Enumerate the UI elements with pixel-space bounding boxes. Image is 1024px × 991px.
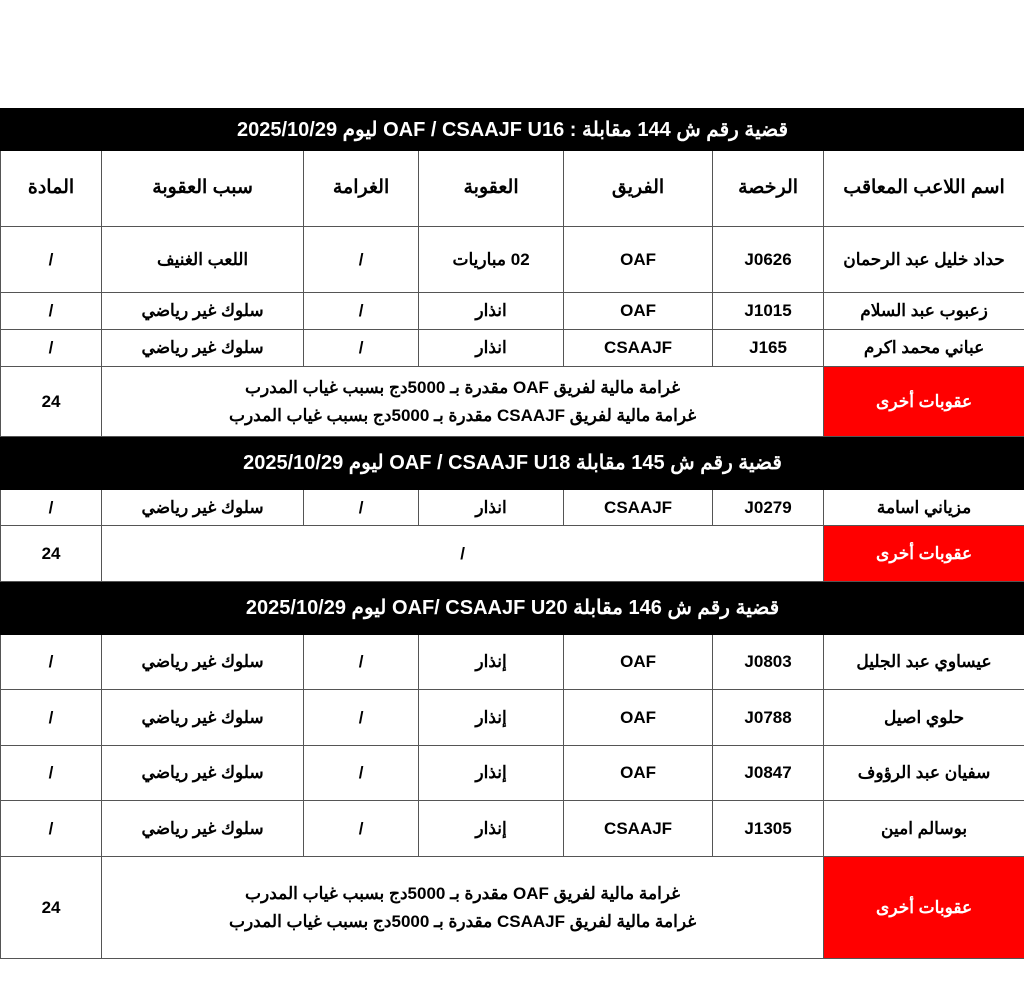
cell-penalty: انذار (418, 329, 565, 367)
header-fine: الغرامة (303, 150, 420, 227)
cell-player-name: عيساوي عبد الجليل (823, 634, 1024, 690)
other-sanction-line: / (460, 543, 465, 563)
cell-fine: / (303, 745, 420, 801)
cell-team: OAF (563, 745, 714, 801)
table-row: زعبوب عبد السلام J1015 OAF انذار / سلوك غير ر… (0, 292, 1024, 330)
cell-article: / (0, 292, 103, 330)
case-title: قضية رقم ش 145 مقابلة OAF / CSAAJF U18 ل… (0, 436, 1024, 490)
table-row: عيساوي عبد الجليل J0803 OAF إنذار / سلوك غير … (0, 634, 1024, 690)
cell-penalty: انذار (418, 489, 565, 526)
cell-player-name: زعبوب عبد السلام (823, 292, 1024, 330)
other-sanction-line: غرامة مالية لفريق OAF مقدرة بـ 5000دج بس… (245, 378, 681, 398)
cell-reason: سلوك غير رياضي (101, 800, 305, 857)
cell-reason: اللعب الغنيف (101, 226, 305, 293)
cell-license: J0847 (712, 745, 825, 801)
cell-player-name: بوسالم امين (823, 800, 1024, 857)
case-title-row: قضية رقم ش 145 مقابلة OAF / CSAAJF U18 ل… (0, 436, 1024, 490)
cell-penalty: إنذار (418, 800, 565, 857)
cell-article: 24 (0, 856, 103, 959)
cell-fine: / (303, 292, 420, 330)
cell-article: / (0, 634, 103, 690)
table-row: مزياني اسامة J0279 CSAAJF انذار / سلوك غير ري… (0, 489, 1024, 526)
table-row: سفيان عبد الرؤوف J0847 OAF إنذار / سلوك غير ر… (0, 745, 1024, 801)
cell-reason: سلوك غير رياضي (101, 292, 305, 330)
other-sanction-line: غرامة مالية لفريق CSAAJF مقدرة بـ 5000دج… (228, 405, 697, 425)
cell-team: OAF (563, 689, 714, 746)
header-team: الفريق (563, 150, 714, 227)
cell-team: CSAAJF (563, 329, 714, 367)
cell-penalty: 02 مباريات (418, 226, 565, 293)
cell-player-name: مزياني اسامة (823, 489, 1024, 526)
header-license: الرخصة (712, 150, 825, 227)
table-row: عباني محمد اكرم J165 CSAAJF انذار / سلوك غير … (0, 329, 1024, 367)
cell-article: / (0, 329, 103, 367)
cell-penalty: إنذار (418, 745, 565, 801)
cell-penalty: إنذار (418, 689, 565, 746)
cell-article: / (0, 689, 103, 746)
cell-reason: سلوك غير رياضي (101, 745, 305, 801)
cell-player-name: عباني محمد اكرم (823, 329, 1024, 367)
case-title-row: قضية رقم ش 146 مقابلة OAF/ CSAAJF U20 لي… (0, 581, 1024, 635)
other-sanctions-row: عقوبات أخرى غرامة مالية لفريق OAF مقدرة ب… (0, 856, 1024, 959)
other-sanctions-text: غرامة مالية لفريق OAF مقدرة بـ 5000دج بس… (101, 366, 825, 437)
cell-reason: سلوك غير رياضي (101, 634, 305, 690)
cell-article: / (0, 226, 103, 293)
cell-article: / (0, 489, 103, 526)
header-row: اسم اللاعب المعاقب الرخصة الفريق العقوبة الغ… (0, 150, 1024, 227)
sanctions-table: قضية رقم ش 144 مقابلة : OAF / CSAAJF U16… (0, 108, 1024, 959)
header-penalty: العقوبة (418, 150, 565, 227)
cell-license: J0279 (712, 489, 825, 526)
case-title: قضية رقم ش 146 مقابلة OAF/ CSAAJF U20 لي… (0, 581, 1024, 635)
cell-fine: / (303, 489, 420, 526)
cell-license: J0803 (712, 634, 825, 690)
cell-fine: / (303, 329, 420, 367)
cell-license: J165 (712, 329, 825, 367)
table-row: حلوي اصيل J0788 OAF إنذار / سلوك غير رياضي / (0, 689, 1024, 746)
cell-reason: سلوك غير رياضي (101, 489, 305, 526)
cell-player-name: سفيان عبد الرؤوف (823, 745, 1024, 801)
cell-reason: سلوك غير رياضي (101, 689, 305, 746)
case-title: قضية رقم ش 144 مقابلة : OAF / CSAAJF U16… (0, 108, 1024, 151)
cell-fine: / (303, 634, 420, 690)
cell-team: CSAAJF (563, 489, 714, 526)
cell-team: OAF (563, 292, 714, 330)
other-sanctions-label: عقوبات أخرى (823, 525, 1024, 582)
other-sanction-line: غرامة مالية لفريق CSAAJF مقدرة بـ 5000دج… (228, 911, 697, 931)
cell-player-name: حداد خليل عبد الرحمان (823, 226, 1024, 293)
other-sanctions-row: عقوبات أخرى / 24 (0, 525, 1024, 582)
header-player-name: اسم اللاعب المعاقب (823, 150, 1024, 227)
cell-penalty: إنذار (418, 634, 565, 690)
table-row: حداد خليل عبد الرحمان J0626 OAF 02 مباريات /… (0, 226, 1024, 293)
cell-fine: / (303, 689, 420, 746)
cell-team: CSAAJF (563, 800, 714, 857)
cell-license: J0788 (712, 689, 825, 746)
header-article: المادة (0, 150, 103, 227)
cell-fine: / (303, 800, 420, 857)
cell-license: J0626 (712, 226, 825, 293)
case-title-row: قضية رقم ش 144 مقابلة : OAF / CSAAJF U16… (0, 108, 1024, 151)
cell-article: / (0, 745, 103, 801)
cell-license: J1305 (712, 800, 825, 857)
cell-license: J1015 (712, 292, 825, 330)
other-sanction-line: غرامة مالية لفريق OAF مقدرة بـ 5000دج بس… (245, 884, 681, 904)
cell-article: 24 (0, 525, 103, 582)
table-row: بوسالم امين J1305 CSAAJF إنذار / سلوك غير ريا… (0, 800, 1024, 857)
cell-player-name: حلوي اصيل (823, 689, 1024, 746)
cell-team: OAF (563, 634, 714, 690)
cell-article: / (0, 800, 103, 857)
cell-reason: سلوك غير رياضي (101, 329, 305, 367)
cell-penalty: انذار (418, 292, 565, 330)
other-sanctions-label: عقوبات أخرى (823, 856, 1024, 959)
other-sanctions-row: عقوبات أخرى غرامة مالية لفريق OAF مقدرة ب… (0, 366, 1024, 437)
cell-team: OAF (563, 226, 714, 293)
other-sanctions-text: غرامة مالية لفريق OAF مقدرة بـ 5000دج بس… (101, 856, 825, 959)
other-sanctions-label: عقوبات أخرى (823, 366, 1024, 437)
cell-fine: / (303, 226, 420, 293)
other-sanctions-text: / (101, 525, 825, 582)
cell-article: 24 (0, 366, 103, 437)
header-reason: سبب العقوبة (101, 150, 305, 227)
